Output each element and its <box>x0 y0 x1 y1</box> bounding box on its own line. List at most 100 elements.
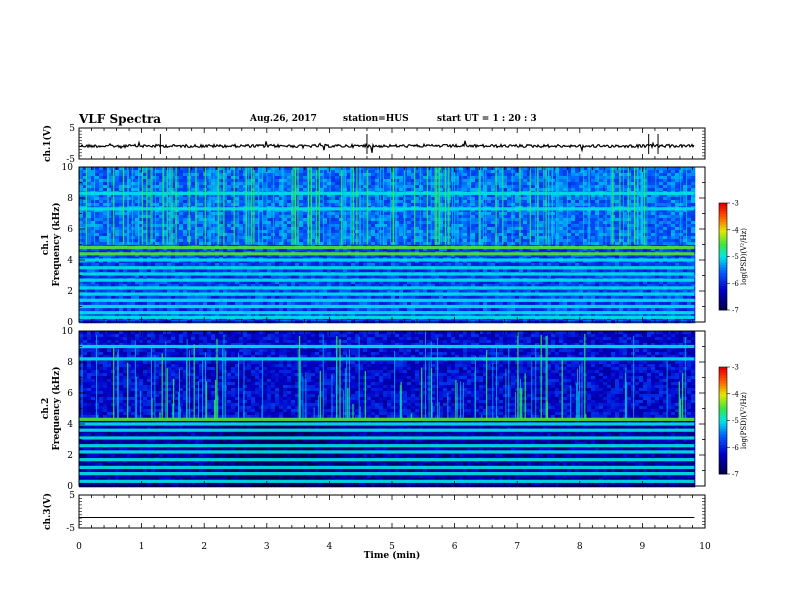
ch2-spectrogram-colorbar-cell <box>719 367 727 370</box>
x-axis-title: Time (min) <box>364 550 421 561</box>
ch3-waveform-ytick-label: 5 <box>69 491 75 501</box>
ch1-spectrogram-colorbar-cell <box>719 267 727 270</box>
ch2-spectrogram-colorbar-cell <box>719 423 727 426</box>
ch1-spectrogram-colorbar-cell <box>719 219 727 222</box>
ch1-spectrogram-colorbar-tick-label: -3 <box>732 200 739 208</box>
ch2-spectrogram-heatmap <box>79 331 695 487</box>
ch1-spectrogram-colorbar-cell <box>719 275 727 278</box>
ch2-spectrogram-colorbar-cell <box>719 445 727 448</box>
ch2-spectrogram-colorbar-cell <box>719 453 727 456</box>
ch1-spectrogram-colorbar-cell <box>719 286 727 289</box>
ch1-spectrogram-band <box>79 305 694 308</box>
ch2-spectrogram-band <box>79 429 694 432</box>
ch1-spectrogram-colorbar-cell <box>719 232 727 235</box>
ch1-spectrogram-colorbar-cell <box>719 302 727 305</box>
ch1-spectrogram-colorbar-cell <box>719 259 727 262</box>
ch2-spectrogram-band <box>79 422 694 425</box>
ch2-spectrogram-colorbar-cell <box>719 463 727 466</box>
time-tick-label: 1 <box>139 542 145 552</box>
ch1-spectrogram-colorbar-cell <box>719 224 727 227</box>
ch2-spectrogram-colorbar-cell <box>719 383 727 386</box>
ch1-spectrogram-colorbar-cell <box>719 289 727 292</box>
ch1-spectrogram-colorbar-cell <box>719 281 727 284</box>
ch2-spectrogram-colorbar-cell <box>719 455 727 458</box>
time-tick-label: 10 <box>699 542 711 552</box>
ch1-spectrogram-colorbar-cell <box>719 206 727 209</box>
ch2-spectrogram-colorbar-cell <box>719 407 727 410</box>
ch2-spectrogram-colorbar-cell <box>719 466 727 469</box>
ch2-spectrogram-band <box>79 436 694 439</box>
ch1-spectrogram-band <box>79 279 694 282</box>
ch1-spectrogram-colorbar-cell <box>719 305 727 308</box>
ch2-spectrogram-colorbar-cell <box>719 426 727 429</box>
ch2-spectrogram-colorbar-cell <box>719 386 727 389</box>
ch1-spectrogram-ylabel-channel: ch.1 <box>41 234 51 255</box>
ch1-waveform-ytick-label: 5 <box>69 124 75 134</box>
ch1-spectrogram-band <box>79 192 694 195</box>
ch2-spectrogram-colorbar-cell <box>719 372 727 375</box>
ch2-spectrogram-colorbar-cell <box>719 421 727 424</box>
ch1-spectrogram-colorbar-cell <box>719 265 727 268</box>
ch2-spectrogram-ytick-label: 8 <box>67 358 73 368</box>
ch2-spectrogram-colorbar-cell <box>719 442 727 445</box>
ch2-spectrogram-band <box>79 450 694 453</box>
ch1-spectrogram-band <box>79 316 694 319</box>
ch2-spectrogram-colorbar-cell <box>719 434 727 437</box>
ch1-spectrogram-colorbar-cell <box>719 235 727 238</box>
time-tick-label: 6 <box>452 542 458 552</box>
ch1-spectrogram-band <box>79 293 694 296</box>
time-tick-label: 3 <box>264 542 270 552</box>
ch1-spectrogram-ylabel-frequency: Frequency (kHz) <box>51 202 62 286</box>
ch1-spectrogram-ytick-label: 6 <box>67 225 73 235</box>
ch1-spectrogram-colorbar-tick-label: -7 <box>732 307 739 315</box>
ch1-spectrogram-colorbar-cell <box>719 273 727 276</box>
ch1-spectrogram-colorbar-cell <box>719 270 727 273</box>
ch1-spectrogram-colorbar-cell <box>719 291 727 294</box>
ch1-spectrogram-ytick-label: 10 <box>62 163 74 173</box>
ch1-spectrogram-colorbar-cell <box>719 257 727 260</box>
ch2-spectrogram-band <box>79 466 694 469</box>
ch1-spectrogram-ytick-label: 4 <box>67 256 73 266</box>
ch2-spectrogram-colorbar-cell <box>719 391 727 394</box>
ch3-waveform-ylabel: ch.3(V) <box>42 493 53 530</box>
ch2-spectrogram-band <box>79 458 694 461</box>
ch1-spectrogram-colorbar-cell <box>719 294 727 297</box>
ch2-spectrogram-colorbar-cell <box>719 418 727 421</box>
ch1-spectrogram-colorbar-cell <box>719 208 727 211</box>
ch2-spectrogram-colorbar-tick-label: -5 <box>732 417 739 425</box>
ch1-spectrogram-colorbar-cell <box>719 248 727 251</box>
ch1-spectrogram-band <box>79 311 694 314</box>
ch1-spectrogram-colorbar-cell <box>719 203 727 206</box>
ch2-spectrogram-colorbar-tick-label: -3 <box>732 364 739 372</box>
ch1-spectrogram-ytick-label: 2 <box>67 287 73 297</box>
ch2-spectrogram-ytick-label: 6 <box>67 389 73 399</box>
ch2-spectrogram-ytick-label: 2 <box>67 451 73 461</box>
ch2-spectrogram-colorbar-cell <box>719 429 727 432</box>
ch2-spectrogram-band <box>79 480 694 483</box>
ch2-spectrogram-ylabel-frequency: Frequency (kHz) <box>51 366 62 450</box>
ch1-spectrogram-band <box>79 272 694 275</box>
time-tick-label: 8 <box>577 542 583 552</box>
ch2-spectrogram-band <box>79 345 694 348</box>
ch2-spectrogram-colorbar-cell <box>719 439 727 442</box>
ch1-spectrogram-colorbar-tick-label: -6 <box>732 280 739 288</box>
ch2-spectrogram-colorbar-cell <box>719 461 727 464</box>
ch2-spectrogram-colorbar-cell <box>719 469 727 472</box>
ch1-spectrogram-colorbar-cell <box>719 243 727 246</box>
ch2-spectrogram-colorbar-cell <box>719 402 727 405</box>
ch1-spectrogram-colorbar-cell <box>719 240 727 243</box>
ch2-spectrogram-band <box>79 444 694 447</box>
ch1-spectrogram-band <box>79 252 694 255</box>
time-tick-label: 0 <box>76 542 82 552</box>
ch2-spectrogram-band <box>79 472 694 475</box>
ch1-spectrogram-band <box>79 207 694 210</box>
ch1-spectrogram-band <box>79 258 694 261</box>
ch2-spectrogram-colorbar-cell <box>719 380 727 383</box>
ch2-spectrogram-colorbar-tick-label: -7 <box>732 471 739 479</box>
time-tick-label: 4 <box>327 542 333 552</box>
ch1-spectrogram-colorbar-cell <box>719 216 727 219</box>
ch1-spectrogram-heatmap <box>79 167 695 323</box>
ch1-spectrogram-ytick-label: 8 <box>67 194 73 204</box>
ch2-spectrogram-colorbar-cell <box>719 415 727 418</box>
